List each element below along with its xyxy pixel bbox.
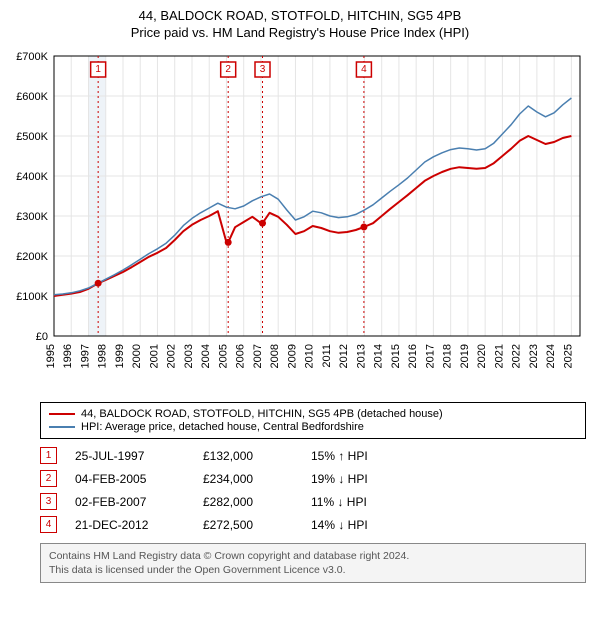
svg-text:2: 2: [225, 64, 231, 75]
svg-text:2022: 2022: [511, 344, 523, 368]
svg-text:1: 1: [95, 64, 101, 75]
sale-marker-icon: 4: [40, 516, 57, 533]
sale-date: 25-JUL-1997: [75, 449, 185, 463]
svg-text:2020: 2020: [476, 344, 488, 368]
svg-text:1998: 1998: [97, 344, 109, 368]
svg-text:2014: 2014: [373, 344, 385, 368]
sale-price: £282,000: [203, 495, 293, 509]
svg-text:2007: 2007: [252, 344, 264, 368]
svg-text:2021: 2021: [493, 344, 505, 368]
sales-table: 1 25-JUL-1997 £132,000 15% ↑ HPI 2 04-FE…: [40, 447, 586, 533]
sale-marker-icon: 1: [40, 447, 57, 464]
chart: £0 £100K £200K £300K £400K £500K £600K £700K 199…: [10, 46, 590, 396]
svg-text:1995: 1995: [45, 344, 57, 368]
figure-container: 44, BALDOCK ROAD, STOTFOLD, HITCHIN, SG5…: [0, 0, 600, 583]
svg-text:£200K: £200K: [16, 251, 48, 263]
svg-text:1996: 1996: [62, 344, 74, 368]
sale-diff: 15% ↑ HPI: [311, 449, 401, 463]
sale-date: 02-FEB-2007: [75, 495, 185, 509]
svg-text:2000: 2000: [131, 344, 143, 368]
svg-text:2012: 2012: [338, 344, 350, 368]
title-subtitle: Price paid vs. HM Land Registry's House …: [10, 25, 590, 40]
legend-item: 44, BALDOCK ROAD, STOTFOLD, HITCHIN, SG5…: [49, 408, 577, 420]
svg-text:2023: 2023: [528, 344, 540, 368]
svg-text:£0: £0: [36, 331, 48, 343]
svg-text:£100K: £100K: [16, 291, 48, 303]
legend-item: HPI: Average price, detached house, Cent…: [49, 421, 577, 433]
svg-text:£300K: £300K: [16, 211, 48, 223]
svg-text:2009: 2009: [286, 344, 298, 368]
svg-text:2010: 2010: [304, 344, 316, 368]
sale-date: 21-DEC-2012: [75, 518, 185, 532]
svg-text:2017: 2017: [424, 344, 436, 368]
footer-line: Contains HM Land Registry data © Crown c…: [49, 549, 577, 563]
chart-svg: £0 £100K £200K £300K £400K £500K £600K £700K 199…: [10, 46, 590, 396]
sale-diff: 14% ↓ HPI: [311, 518, 401, 532]
svg-text:2024: 2024: [545, 344, 557, 368]
svg-text:1997: 1997: [79, 344, 91, 368]
attribution-footer: Contains HM Land Registry data © Crown c…: [40, 543, 586, 583]
svg-text:£600K: £600K: [16, 91, 48, 103]
svg-text:2005: 2005: [217, 344, 229, 368]
sale-diff: 11% ↓ HPI: [311, 495, 401, 509]
svg-text:2011: 2011: [321, 344, 333, 368]
legend-label: 44, BALDOCK ROAD, STOTFOLD, HITCHIN, SG5…: [81, 408, 443, 420]
sale-marker-icon: 3: [40, 493, 57, 510]
sale-date: 04-FEB-2005: [75, 472, 185, 486]
svg-text:2002: 2002: [166, 344, 178, 368]
legend-label: HPI: Average price, detached house, Cent…: [81, 421, 364, 433]
svg-text:2018: 2018: [442, 344, 454, 368]
title-address: 44, BALDOCK ROAD, STOTFOLD, HITCHIN, SG5…: [10, 8, 590, 23]
footer-line: This data is licensed under the Open Gov…: [49, 563, 577, 577]
svg-text:2008: 2008: [269, 344, 281, 368]
svg-text:3: 3: [260, 64, 266, 75]
svg-text:2006: 2006: [235, 344, 247, 368]
svg-text:2025: 2025: [562, 344, 574, 368]
svg-text:1999: 1999: [114, 344, 126, 368]
svg-text:2015: 2015: [390, 344, 402, 368]
legend-swatch: [49, 413, 75, 415]
title-block: 44, BALDOCK ROAD, STOTFOLD, HITCHIN, SG5…: [0, 0, 600, 46]
svg-text:2003: 2003: [183, 344, 195, 368]
table-row: 2 04-FEB-2005 £234,000 19% ↓ HPI: [40, 470, 586, 487]
svg-text:4: 4: [361, 64, 367, 75]
sale-price: £132,000: [203, 449, 293, 463]
sale-marker-icon: 2: [40, 470, 57, 487]
svg-text:£400K: £400K: [16, 171, 48, 183]
sale-diff: 19% ↓ HPI: [311, 472, 401, 486]
sale-price: £234,000: [203, 472, 293, 486]
svg-text:£700K: £700K: [16, 51, 48, 63]
svg-text:2016: 2016: [407, 344, 419, 368]
table-row: 4 21-DEC-2012 £272,500 14% ↓ HPI: [40, 516, 586, 533]
svg-text:£500K: £500K: [16, 131, 48, 143]
table-row: 1 25-JUL-1997 £132,000 15% ↑ HPI: [40, 447, 586, 464]
legend: 44, BALDOCK ROAD, STOTFOLD, HITCHIN, SG5…: [40, 402, 586, 439]
svg-text:2019: 2019: [459, 344, 471, 368]
svg-text:2001: 2001: [148, 344, 160, 368]
svg-text:2004: 2004: [200, 344, 212, 368]
svg-text:2013: 2013: [355, 344, 367, 368]
sale-price: £272,500: [203, 518, 293, 532]
legend-swatch: [49, 426, 75, 428]
table-row: 3 02-FEB-2007 £282,000 11% ↓ HPI: [40, 493, 586, 510]
